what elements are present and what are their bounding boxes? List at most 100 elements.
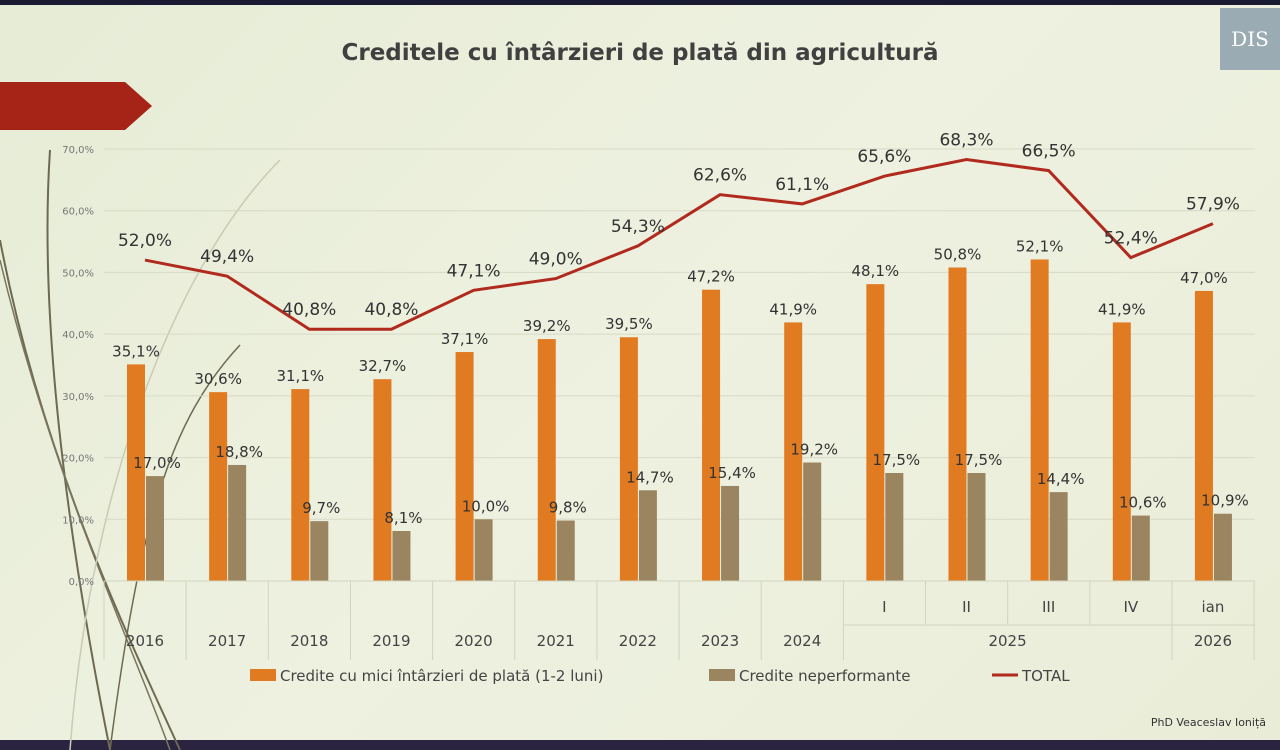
y-tick-label: 10,0% bbox=[62, 515, 94, 526]
data-label-nonperforming: 10,0% bbox=[462, 497, 510, 515]
bar-nonperforming bbox=[556, 520, 575, 581]
data-label-total: 54,3% bbox=[611, 217, 665, 237]
data-label-nonperforming: 14,7% bbox=[626, 468, 674, 486]
bar-nonperforming bbox=[474, 519, 493, 581]
x-group-label: 2025 bbox=[988, 632, 1026, 650]
bar-nonperforming bbox=[885, 473, 904, 581]
data-label-total: 52,4% bbox=[1104, 229, 1158, 249]
x-tick-label: 2022 bbox=[619, 632, 657, 650]
legend-label: Credite cu mici întârzieri de plată (1-2… bbox=[280, 667, 603, 685]
x-tick-label: I bbox=[882, 598, 886, 616]
logo: DIS bbox=[1220, 8, 1280, 70]
bar-small-delays bbox=[291, 389, 310, 581]
legend-swatch bbox=[250, 669, 276, 681]
bar-nonperforming bbox=[146, 476, 164, 581]
data-label-total: 62,6% bbox=[693, 166, 747, 186]
data-label-nonperforming: 10,6% bbox=[1119, 494, 1167, 512]
legend-label: TOTAL bbox=[1021, 667, 1070, 685]
data-label-nonperforming: 9,8% bbox=[549, 499, 587, 517]
x-tick-label: IV bbox=[1123, 598, 1138, 616]
y-tick-label: 0,0% bbox=[69, 577, 94, 588]
legend-swatch bbox=[709, 669, 735, 681]
bar-small-delays bbox=[948, 267, 967, 581]
x-tick-label: 2018 bbox=[290, 632, 328, 650]
data-label-small-delays: 39,5% bbox=[605, 315, 653, 333]
bar-nonperforming bbox=[310, 521, 329, 581]
bar-nonperforming bbox=[228, 464, 247, 581]
bar-nonperforming bbox=[1049, 492, 1068, 581]
data-label-total: 68,3% bbox=[939, 130, 993, 150]
bar-nonperforming bbox=[967, 473, 986, 581]
data-label-total: 66,5% bbox=[1022, 142, 1076, 162]
data-label-nonperforming: 17,0% bbox=[133, 454, 181, 472]
data-label-total: 47,1% bbox=[447, 261, 501, 281]
bar-small-delays bbox=[455, 352, 474, 581]
data-label-nonperforming: 15,4% bbox=[708, 464, 756, 482]
data-label-small-delays: 35,1% bbox=[112, 342, 160, 360]
author-credit: PhD Veaceslav Ioniță bbox=[1150, 716, 1266, 729]
slide bbox=[0, 5, 1280, 740]
x-tick-label: III bbox=[1042, 598, 1055, 616]
bar-nonperforming bbox=[721, 485, 740, 581]
bar-small-delays bbox=[373, 379, 392, 581]
x-tick-label: 2019 bbox=[372, 632, 410, 650]
y-tick-label: 40,0% bbox=[62, 330, 94, 341]
data-label-nonperforming: 8,1% bbox=[384, 509, 422, 527]
x-tick-label: ian bbox=[1202, 598, 1225, 616]
x-tick-label: 2017 bbox=[208, 632, 246, 650]
data-label-small-delays: 52,1% bbox=[1016, 237, 1064, 255]
data-label-total: 40,8% bbox=[282, 300, 336, 320]
y-tick-label: 70,0% bbox=[62, 145, 94, 156]
x-tick-label: II bbox=[962, 598, 971, 616]
bottom-band bbox=[0, 740, 1280, 750]
y-tick-label: 60,0% bbox=[62, 207, 94, 218]
data-label-nonperforming: 9,7% bbox=[302, 499, 340, 517]
legend-label: Credite neperformante bbox=[739, 667, 911, 685]
data-label-small-delays: 47,0% bbox=[1180, 269, 1228, 287]
bar-small-delays bbox=[866, 284, 885, 581]
y-tick-label: 50,0% bbox=[62, 268, 94, 279]
data-label-nonperforming: 18,8% bbox=[215, 443, 263, 461]
bar-small-delays bbox=[784, 322, 803, 581]
line-total bbox=[144, 157, 1214, 331]
bar-nonperforming bbox=[638, 490, 657, 581]
bar-small-delays bbox=[1112, 322, 1131, 581]
data-label-small-delays: 41,9% bbox=[769, 300, 817, 318]
data-label-small-delays: 37,1% bbox=[441, 330, 489, 348]
data-label-small-delays: 32,7% bbox=[359, 357, 407, 375]
data-label-total: 57,9% bbox=[1186, 195, 1240, 215]
bar-nonperforming bbox=[1131, 515, 1150, 581]
chart-title: Creditele cu întârzieri de plată din agr… bbox=[341, 40, 939, 66]
x-tick-label: 2016 bbox=[126, 632, 164, 650]
bar-nonperforming bbox=[392, 531, 411, 581]
bar-small-delays bbox=[127, 364, 145, 581]
bar-nonperforming bbox=[803, 462, 822, 581]
y-tick-label: 30,0% bbox=[62, 392, 94, 403]
bar-small-delays bbox=[209, 392, 228, 581]
data-label-small-delays: 47,2% bbox=[687, 268, 735, 286]
x-tick-label: 2021 bbox=[537, 632, 575, 650]
data-label-total: 65,6% bbox=[857, 147, 911, 167]
data-label-total: 49,0% bbox=[529, 250, 583, 270]
data-label-total: 49,4% bbox=[200, 247, 254, 267]
data-label-nonperforming: 14,4% bbox=[1037, 470, 1085, 488]
x-tick-label: 2024 bbox=[783, 632, 821, 650]
red-arrow-decoration bbox=[0, 82, 152, 130]
data-label-small-delays: 30,6% bbox=[194, 370, 242, 388]
x-group-label: 2026 bbox=[1194, 632, 1232, 650]
data-label-total: 40,8% bbox=[364, 300, 418, 320]
bar-small-delays bbox=[1030, 259, 1049, 581]
bar-small-delays bbox=[702, 289, 721, 581]
x-tick-label: 2023 bbox=[701, 632, 739, 650]
data-label-small-delays: 31,1% bbox=[276, 367, 324, 385]
data-label-nonperforming: 19,2% bbox=[790, 441, 838, 459]
data-label-small-delays: 41,9% bbox=[1098, 300, 1146, 318]
bar-small-delays bbox=[1194, 290, 1213, 581]
bar-small-delays bbox=[537, 339, 556, 581]
x-tick-label: 2020 bbox=[455, 632, 493, 650]
data-label-small-delays: 50,8% bbox=[934, 245, 982, 263]
data-label-total: 52,0% bbox=[118, 231, 172, 251]
data-label-small-delays: 39,2% bbox=[523, 317, 571, 335]
bar-small-delays bbox=[619, 337, 638, 581]
